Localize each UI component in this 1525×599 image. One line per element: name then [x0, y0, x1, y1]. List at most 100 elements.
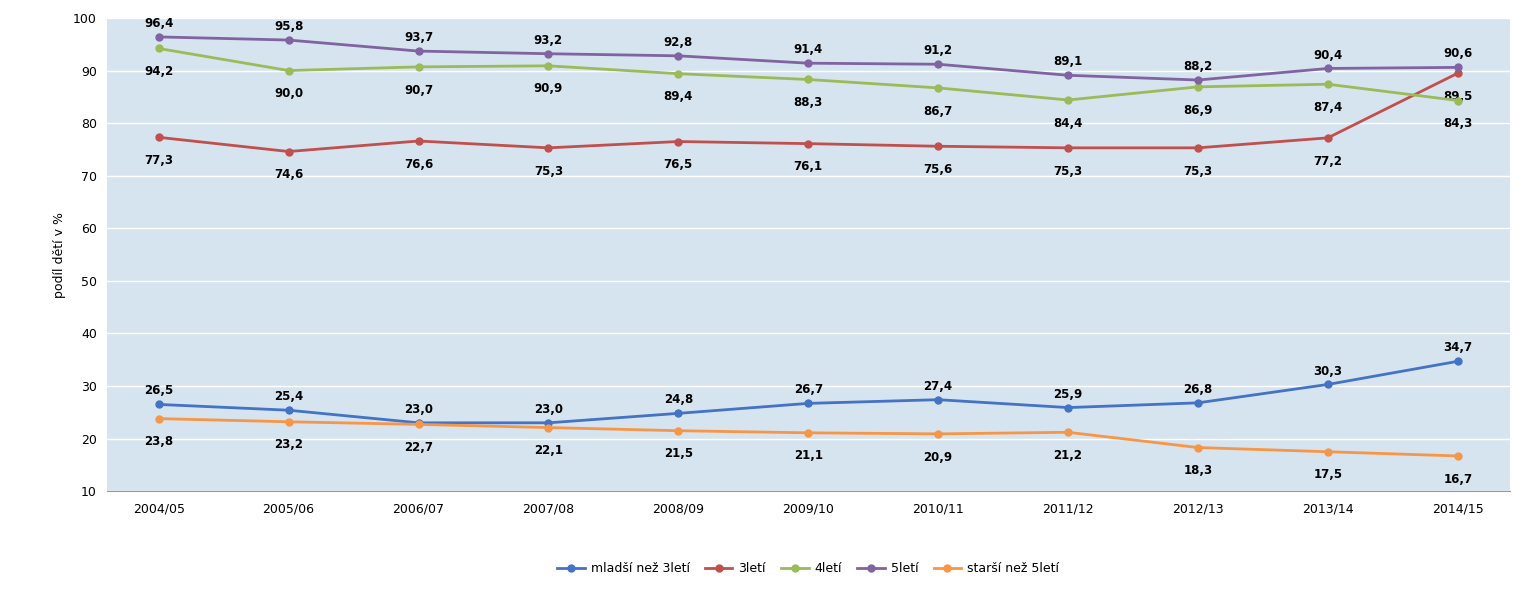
3letí — [279, 148, 297, 155]
Y-axis label: podíl dětí v %: podíl dětí v % — [53, 211, 66, 298]
Text: 90,0: 90,0 — [274, 87, 303, 100]
starší než 5letí — [279, 418, 297, 425]
Legend: mladší než 3letí, 3letí, 4letí, 5letí, starší než 5letí: mladší než 3letí, 3letí, 4letí, 5letí, s… — [552, 556, 1064, 580]
Text: 77,2: 77,2 — [1313, 155, 1342, 168]
Line: mladší než 3letí: mladší než 3letí — [156, 358, 1461, 426]
4letí — [149, 45, 168, 52]
Text: 23,2: 23,2 — [274, 438, 303, 452]
3letí — [409, 137, 427, 144]
Text: 23,0: 23,0 — [404, 403, 433, 416]
starší než 5letí — [1190, 444, 1208, 451]
Text: 75,3: 75,3 — [534, 165, 563, 177]
5letí — [149, 34, 168, 41]
Text: 89,5: 89,5 — [1443, 90, 1473, 103]
Line: starší než 5letí: starší než 5letí — [156, 415, 1461, 459]
Text: 27,4: 27,4 — [924, 380, 953, 393]
Text: 86,9: 86,9 — [1183, 104, 1212, 117]
mladší než 3letí — [279, 407, 297, 414]
3letí — [540, 144, 558, 152]
4letí — [409, 63, 427, 71]
Text: 20,9: 20,9 — [924, 450, 953, 464]
Text: 75,6: 75,6 — [924, 163, 953, 176]
Text: 18,3: 18,3 — [1183, 464, 1212, 477]
starší než 5letí — [1449, 452, 1467, 459]
Text: 26,8: 26,8 — [1183, 383, 1212, 396]
Text: 87,4: 87,4 — [1313, 101, 1342, 114]
mladší než 3letí — [929, 396, 947, 403]
4letí — [929, 84, 947, 92]
Text: 30,3: 30,3 — [1313, 365, 1342, 377]
5letí — [409, 47, 427, 55]
3letí — [1058, 144, 1077, 152]
5letí — [540, 50, 558, 58]
Text: 88,2: 88,2 — [1183, 60, 1212, 73]
Text: 17,5: 17,5 — [1313, 468, 1342, 482]
starší než 5letí — [409, 421, 427, 428]
Text: 84,3: 84,3 — [1443, 117, 1473, 130]
4letí — [1190, 83, 1208, 90]
Text: 93,2: 93,2 — [534, 34, 563, 47]
Line: 5letí: 5letí — [156, 34, 1461, 83]
Text: 75,3: 75,3 — [1183, 165, 1212, 177]
Text: 94,2: 94,2 — [143, 65, 174, 78]
Text: 90,4: 90,4 — [1313, 49, 1342, 62]
starší než 5letí — [540, 424, 558, 431]
mladší než 3letí — [1190, 400, 1208, 407]
5letí — [1319, 65, 1337, 72]
mladší než 3letí — [540, 419, 558, 426]
Text: 23,0: 23,0 — [534, 403, 563, 416]
5letí — [1190, 77, 1208, 84]
starší než 5letí — [1058, 429, 1077, 436]
mladší než 3letí — [669, 410, 688, 417]
Line: 4letí: 4letí — [156, 45, 1461, 104]
Text: 16,7: 16,7 — [1443, 473, 1472, 486]
4letí — [1058, 96, 1077, 104]
4letí — [1319, 81, 1337, 88]
Text: 25,4: 25,4 — [274, 391, 303, 403]
mladší než 3letí — [1058, 404, 1077, 411]
starší než 5letí — [669, 427, 688, 434]
starší než 5letí — [799, 429, 817, 437]
3letí — [149, 134, 168, 141]
mladší než 3letí — [1319, 381, 1337, 388]
3letí — [799, 140, 817, 147]
Text: 22,1: 22,1 — [534, 444, 563, 457]
Line: 3letí: 3letí — [156, 69, 1461, 155]
Text: 34,7: 34,7 — [1443, 341, 1472, 355]
Text: 84,4: 84,4 — [1054, 117, 1083, 129]
3letí — [1190, 144, 1208, 152]
Text: 25,9: 25,9 — [1054, 388, 1083, 401]
Text: 90,6: 90,6 — [1443, 47, 1473, 60]
4letí — [279, 67, 297, 74]
Text: 90,9: 90,9 — [534, 83, 563, 95]
Text: 21,2: 21,2 — [1054, 449, 1083, 462]
Text: 26,7: 26,7 — [793, 383, 824, 397]
Text: 86,7: 86,7 — [924, 105, 953, 117]
Text: 96,4: 96,4 — [143, 17, 174, 30]
Text: 76,6: 76,6 — [404, 158, 433, 171]
5letí — [279, 37, 297, 44]
mladší než 3letí — [1449, 358, 1467, 365]
Text: 89,4: 89,4 — [663, 90, 692, 104]
4letí — [669, 70, 688, 77]
Text: 91,4: 91,4 — [793, 43, 824, 56]
Text: 74,6: 74,6 — [274, 168, 303, 181]
Text: 24,8: 24,8 — [663, 394, 692, 406]
4letí — [540, 62, 558, 69]
3letí — [929, 143, 947, 150]
5letí — [669, 52, 688, 59]
Text: 93,7: 93,7 — [404, 31, 433, 44]
4letí — [1449, 97, 1467, 104]
Text: 76,5: 76,5 — [663, 158, 692, 171]
Text: 26,5: 26,5 — [143, 385, 174, 398]
Text: 90,7: 90,7 — [404, 83, 433, 96]
mladší než 3letí — [799, 400, 817, 407]
3letí — [669, 138, 688, 145]
3letí — [1449, 69, 1467, 77]
5letí — [929, 60, 947, 68]
Text: 23,8: 23,8 — [145, 435, 174, 448]
Text: 21,1: 21,1 — [793, 449, 824, 462]
Text: 22,7: 22,7 — [404, 441, 433, 454]
5letí — [1449, 64, 1467, 71]
Text: 89,1: 89,1 — [1054, 55, 1083, 68]
